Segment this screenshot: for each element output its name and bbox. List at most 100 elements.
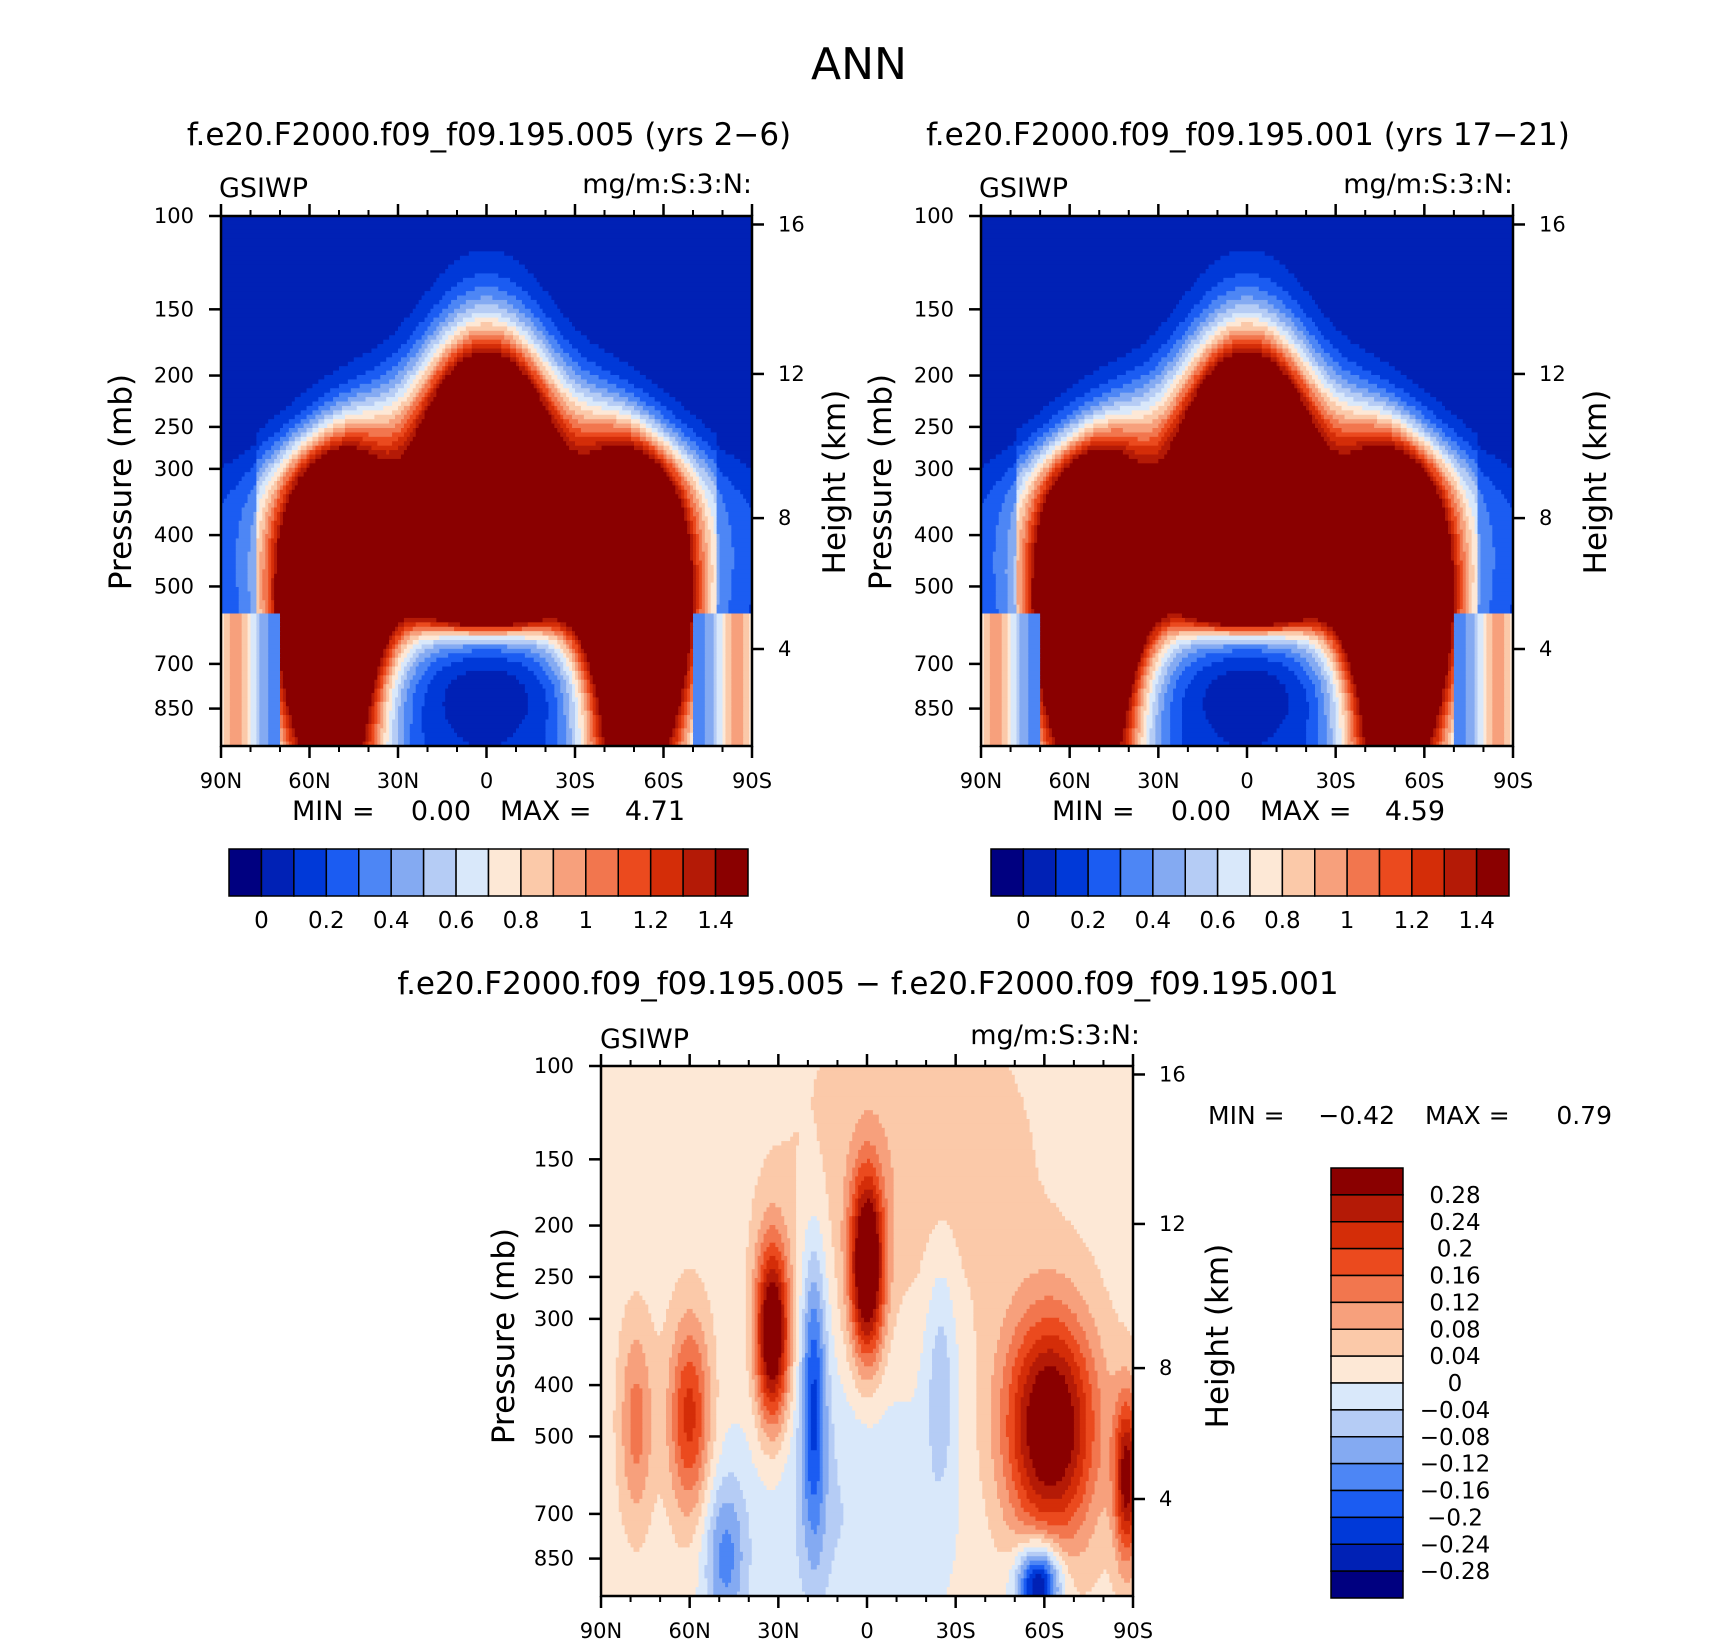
field-cell xyxy=(383,675,387,681)
field-cell xyxy=(1456,481,1461,487)
field-cell xyxy=(256,719,260,725)
field-cell xyxy=(1445,511,1449,517)
field-cell xyxy=(223,675,231,681)
field-cell xyxy=(1462,569,1467,575)
field-cell xyxy=(427,326,437,332)
field-cell xyxy=(1019,604,1023,610)
y-tick-label: 850 xyxy=(154,697,194,721)
field-cell xyxy=(1028,511,1032,517)
field-cell xyxy=(557,304,753,310)
field-cell xyxy=(1013,587,1018,593)
field-cell xyxy=(713,701,718,707)
field-cell xyxy=(569,388,576,394)
field-cell xyxy=(403,317,426,323)
field-cell xyxy=(589,370,611,376)
field-cell xyxy=(586,675,591,681)
field-cell xyxy=(274,547,278,553)
field-cell xyxy=(707,595,712,601)
field-cell xyxy=(707,525,715,531)
field-cell xyxy=(577,397,594,403)
field-cell xyxy=(451,723,520,729)
field-cell xyxy=(516,295,532,301)
field-cell xyxy=(229,741,243,747)
field-cell xyxy=(693,640,706,646)
field-cell xyxy=(1013,573,1018,579)
field-cell xyxy=(1025,542,1029,548)
field-cell xyxy=(1492,542,1514,548)
field-cell xyxy=(1046,481,1053,487)
field-cell xyxy=(566,392,573,398)
field-cell xyxy=(551,388,558,394)
field-cell xyxy=(1264,330,1275,336)
field-cell xyxy=(1196,326,1204,332)
field-cell xyxy=(1353,397,1375,403)
field-cell xyxy=(383,741,387,747)
field-cell xyxy=(1492,538,1514,544)
field-cell xyxy=(250,595,257,601)
field-cell xyxy=(1161,388,1168,394)
field-cell xyxy=(704,494,715,500)
field-cell xyxy=(383,653,387,659)
field-cell xyxy=(698,547,703,553)
field-cell xyxy=(398,626,405,632)
field-cell xyxy=(539,662,550,668)
field-cell xyxy=(1436,463,1440,469)
field-cell xyxy=(545,741,558,747)
field-cell xyxy=(583,728,588,734)
field-cell xyxy=(663,414,676,420)
field-cell xyxy=(1300,370,1304,376)
field-cell xyxy=(1063,450,1071,456)
colorbar-swatch xyxy=(260,848,295,897)
field-cell xyxy=(569,679,573,685)
field-cell xyxy=(728,511,753,517)
field-cell xyxy=(383,732,390,738)
field-cell xyxy=(1176,304,1195,310)
field-cell xyxy=(1504,494,1514,500)
field-cell xyxy=(268,551,272,557)
field-cell xyxy=(282,697,287,703)
field-cell xyxy=(642,405,656,411)
field-cell xyxy=(383,697,387,703)
field-cell xyxy=(1016,551,1021,557)
field-cell xyxy=(598,719,603,725)
field-cell xyxy=(359,441,378,447)
field-cell xyxy=(1016,507,1021,513)
field-cell xyxy=(371,737,375,743)
field-cell xyxy=(1229,330,1266,336)
field-cell xyxy=(297,741,364,747)
field-cell xyxy=(1016,573,1023,579)
field-cell xyxy=(300,454,308,460)
field-cell xyxy=(403,626,414,632)
field-cell xyxy=(704,556,709,562)
field-cell xyxy=(1170,445,1331,451)
field-cell xyxy=(1034,551,1452,557)
field-cell xyxy=(256,534,260,540)
field-cell xyxy=(1453,507,1458,513)
field-cell xyxy=(695,472,700,478)
field-cell xyxy=(268,737,281,743)
field-cell xyxy=(271,498,275,504)
field-cell xyxy=(1105,414,1145,420)
field-cell xyxy=(424,392,429,398)
field-cell xyxy=(268,693,281,699)
field-cell xyxy=(268,706,281,712)
field-cell xyxy=(710,556,718,562)
field-cell xyxy=(415,361,423,367)
field-cell xyxy=(1306,392,1310,398)
field-cell xyxy=(221,511,243,517)
field-cell xyxy=(527,693,547,699)
field-cell xyxy=(274,551,278,557)
field-cell xyxy=(250,640,257,646)
field-cell xyxy=(247,666,252,672)
field-cell xyxy=(722,617,727,623)
field-cell xyxy=(583,414,617,420)
field-cell xyxy=(1362,445,1396,451)
field-cell xyxy=(548,715,558,721)
field-cell xyxy=(285,498,290,504)
field-cell xyxy=(533,379,538,385)
field-cell xyxy=(981,542,997,548)
field-cell xyxy=(395,414,405,420)
field-cell xyxy=(386,370,399,376)
field-cell xyxy=(371,693,375,699)
field-cell xyxy=(707,520,715,526)
